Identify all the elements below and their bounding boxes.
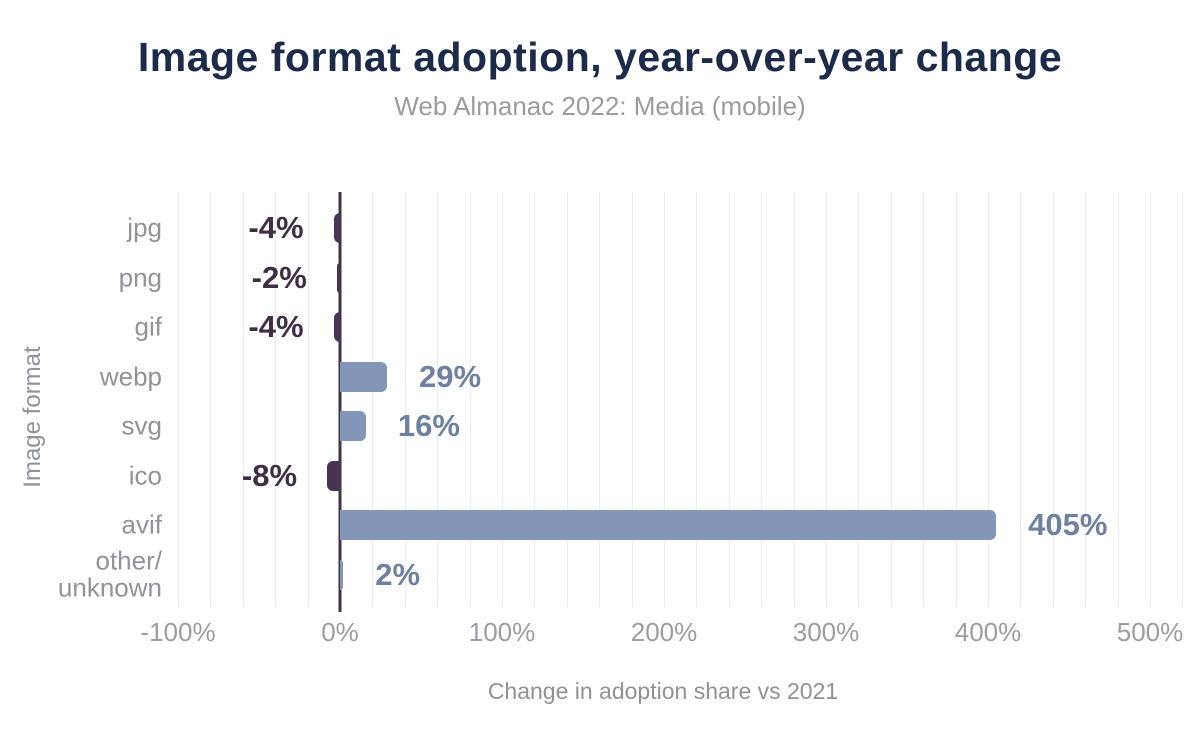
x-tick-400pct: 400%	[954, 617, 1022, 647]
gridline	[469, 192, 471, 607]
gridline	[1182, 192, 1184, 607]
x-tick-300pct: 300%	[792, 617, 860, 647]
gridline	[923, 192, 925, 607]
chart-subtitle: Web Almanac 2022: Media (mobile)	[394, 91, 806, 121]
value-label-png: -2%	[251, 259, 307, 295]
x-tick--100pct: -100%	[140, 617, 216, 647]
gridline	[955, 192, 957, 607]
category-label-png: png	[118, 261, 162, 292]
gridline	[599, 192, 601, 607]
bar-svg	[340, 411, 366, 441]
gridline	[307, 192, 309, 607]
gridline	[275, 192, 277, 607]
gridline	[1020, 192, 1022, 607]
category-label-jpg: jpg	[127, 212, 162, 243]
category-label-ico: ico	[128, 459, 162, 490]
bar-gif	[333, 312, 340, 342]
gridline	[534, 192, 536, 607]
bar-other	[340, 559, 344, 590]
gridline	[664, 192, 665, 607]
value-label-other: 2%	[375, 556, 421, 592]
gridline	[242, 192, 244, 607]
category-label-gif: gif	[134, 311, 162, 342]
y-axis-title: Image format	[19, 346, 46, 488]
value-label-avif: 405%	[1028, 507, 1108, 542]
chart-title: Image format adoption, year-over-year ch…	[137, 34, 1063, 80]
value-label-ico: -8%	[241, 457, 298, 493]
bar-jpg	[333, 213, 340, 243]
gridline	[890, 192, 892, 607]
category-label-avif: avif	[121, 509, 162, 540]
value-label-gif: -4%	[248, 309, 304, 344]
value-label-jpg: -4%	[248, 210, 304, 245]
gridline	[631, 192, 633, 607]
bar-png	[336, 262, 340, 293]
gridline	[793, 192, 795, 607]
x-tick-0pct: 0%	[321, 617, 359, 647]
gridline	[1052, 192, 1054, 607]
gridline	[437, 192, 439, 607]
gridline	[1150, 192, 1151, 607]
x-tick-500pct: 500%	[1116, 617, 1184, 647]
gridline	[761, 192, 763, 607]
gridline	[404, 192, 406, 607]
category-label-other: other/ unknown	[57, 545, 162, 603]
zero-axis-line	[338, 192, 342, 612]
plot-area: -4% jpg -2% png -4% gif 29% webp 16% svg -8% ico 405…	[58, 192, 1185, 647]
category-label-svg: svg	[121, 410, 162, 441]
gridline	[826, 192, 827, 607]
x-tick-100pct: 100%	[468, 617, 536, 647]
gridline	[728, 192, 730, 607]
gridline	[210, 192, 212, 607]
gridline	[372, 192, 374, 607]
gridline	[696, 192, 698, 607]
bar-ico	[327, 460, 340, 491]
bar-webp	[340, 361, 387, 392]
gridline	[502, 192, 503, 607]
gridline	[566, 192, 568, 607]
category-label-webp: webp	[99, 360, 162, 391]
value-label-webp: 29%	[418, 358, 482, 394]
value-label-svg: 16%	[397, 408, 460, 443]
gridline	[988, 192, 989, 607]
gridline	[1117, 192, 1119, 607]
bar-avif	[340, 510, 997, 540]
x-tick-200pct: 200%	[630, 617, 698, 647]
x-axis-title: Change in adoption share vs 2021	[487, 678, 839, 704]
gridline	[1085, 192, 1087, 607]
gridline	[858, 192, 860, 607]
gridline	[178, 192, 179, 607]
